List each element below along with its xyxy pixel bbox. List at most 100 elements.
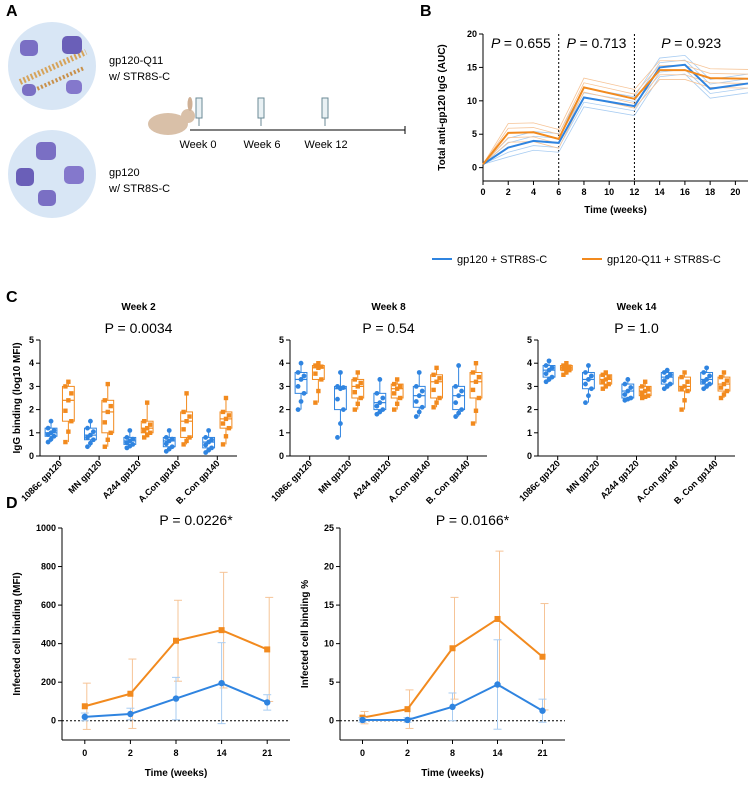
data-point <box>90 429 96 435</box>
mean-line-gp120-q11 <box>482 69 749 165</box>
box-iqr <box>180 411 193 438</box>
data-point <box>679 386 684 391</box>
data-point <box>606 381 611 387</box>
data-point <box>147 430 153 435</box>
data-point <box>187 414 192 419</box>
data-point <box>295 384 301 389</box>
data-point <box>102 420 108 425</box>
data-point <box>63 408 68 413</box>
data-point <box>543 371 549 377</box>
data-point <box>340 385 346 390</box>
data-point <box>394 377 400 382</box>
data-point <box>66 379 71 384</box>
data-point <box>721 392 727 397</box>
data-point <box>352 390 358 395</box>
protein-blob <box>16 168 34 186</box>
data-point <box>586 393 591 399</box>
timeline-label-week0: Week 0 <box>179 139 216 151</box>
data-point <box>682 370 687 375</box>
data-point <box>707 381 712 387</box>
data-point <box>704 365 710 371</box>
data-point <box>144 432 150 438</box>
data-point <box>431 405 436 410</box>
data-point <box>220 442 226 447</box>
p-value-label: P = 0.923 <box>661 35 721 51</box>
protein-blob <box>22 84 36 96</box>
x-axis-label: Time (weeks) <box>584 205 647 216</box>
data-point <box>66 429 71 434</box>
data-point <box>707 373 712 379</box>
individual-trace <box>482 59 749 165</box>
data-point <box>561 372 566 377</box>
data-point <box>539 653 546 660</box>
y-tick-label: 0 <box>51 716 56 726</box>
data-point <box>69 391 74 396</box>
legend-label-gp120: gp120 + STR8S-C <box>457 254 547 266</box>
data-point <box>392 381 397 387</box>
y-tick-label: 2 <box>29 405 34 415</box>
data-point <box>220 421 226 426</box>
data-point <box>51 433 57 439</box>
y-tick-label: 2 <box>527 405 532 415</box>
data-point <box>394 401 400 406</box>
data-point <box>352 377 358 382</box>
p-value-prefix: P = <box>567 35 592 51</box>
syringe-icon <box>257 97 265 119</box>
data-point <box>664 367 670 373</box>
data-point <box>718 374 724 380</box>
category-label: 1086c gp120 <box>19 458 64 503</box>
data-point <box>449 645 456 652</box>
timeline-label-week6: Week 6 <box>243 139 280 151</box>
y-tick-label: 10 <box>467 96 477 106</box>
data-point <box>473 379 479 384</box>
data-point <box>105 437 110 442</box>
y-axis-label: Infected cell binding % <box>300 580 311 688</box>
data-point <box>724 388 730 394</box>
x-tick-label: 12 <box>629 187 639 197</box>
data-point <box>313 371 318 376</box>
x-tick-label: 14 <box>492 748 502 758</box>
data-point <box>473 408 479 413</box>
data-point <box>127 690 134 697</box>
individual-trace <box>482 54 749 165</box>
data-point <box>316 365 321 371</box>
box-iqr <box>469 371 483 399</box>
x-axis-label: Time (weeks) <box>145 768 208 779</box>
data-point <box>142 435 147 440</box>
nanofiber-circle <box>8 22 96 110</box>
data-point <box>184 419 189 424</box>
data-point <box>718 395 724 401</box>
data-point <box>184 438 189 444</box>
y-tick-label: 3 <box>527 381 532 391</box>
protein-blob <box>36 142 56 160</box>
data-point <box>105 409 110 415</box>
y-tick-label: 1 <box>527 428 532 438</box>
data-point <box>338 370 343 375</box>
data-point <box>667 372 673 378</box>
data-point <box>701 370 707 375</box>
panel-letter-a: A <box>6 3 18 20</box>
panel-a: A gp120-Q11 w/ STR8S-C gp120 w/ STR8S-C <box>6 3 406 218</box>
data-point <box>685 388 690 394</box>
data-point <box>628 395 634 401</box>
y-tick-label: 2 <box>279 405 284 415</box>
y-axis-label: IgG binding (log10 MFI) <box>12 342 23 453</box>
data-point <box>81 703 88 710</box>
data-point <box>130 436 136 442</box>
data-point <box>470 387 476 393</box>
y-tick-label: 20 <box>324 562 334 572</box>
data-point <box>181 442 186 447</box>
syringe-icon <box>195 97 203 119</box>
x-tick-label: 14 <box>217 748 227 758</box>
y-tick-label: 0 <box>279 451 284 461</box>
data-point <box>459 388 464 394</box>
data-point <box>645 386 651 391</box>
data-point <box>166 428 172 433</box>
panel-letter-c: C <box>6 289 18 306</box>
data-point <box>549 365 555 371</box>
data-point <box>586 363 591 368</box>
protein-blob <box>62 36 82 54</box>
monomer-illustration <box>8 130 96 218</box>
rabbit-ear <box>187 97 193 111</box>
data-point <box>173 637 179 644</box>
